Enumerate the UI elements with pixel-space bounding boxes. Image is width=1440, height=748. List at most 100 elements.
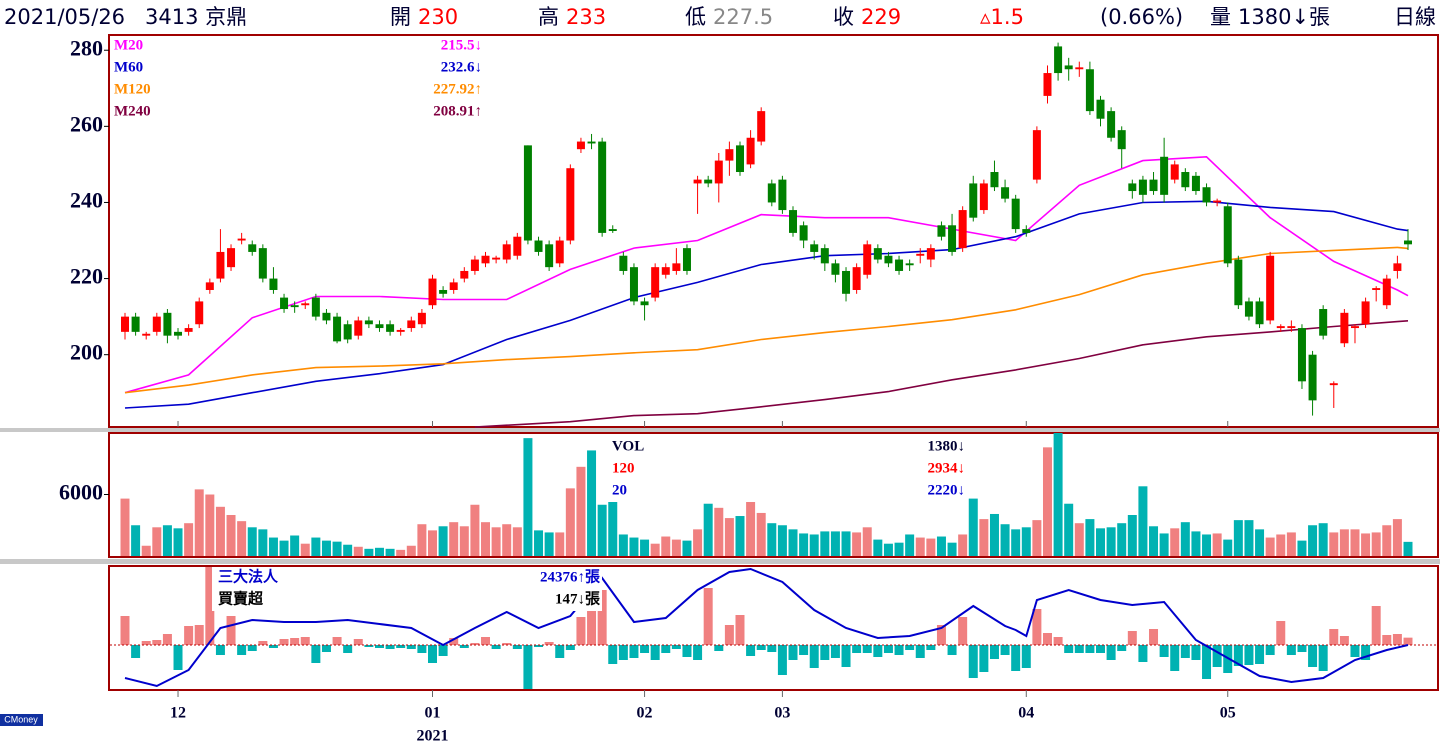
net-bar bbox=[1127, 631, 1137, 645]
y-tick-label: 240 bbox=[70, 188, 103, 213]
candle-body bbox=[375, 324, 384, 329]
candle-body bbox=[163, 312, 172, 336]
candle-body bbox=[958, 210, 967, 249]
candle-body bbox=[1096, 99, 1105, 119]
candle-body bbox=[470, 259, 479, 271]
candle-body bbox=[1404, 240, 1412, 245]
candle-body bbox=[566, 168, 575, 241]
volume-bar bbox=[438, 526, 448, 556]
volume-bar bbox=[703, 503, 713, 556]
candle-body bbox=[322, 312, 331, 321]
volume-bar bbox=[1074, 523, 1084, 556]
volume-bar bbox=[1180, 522, 1190, 556]
legend-box bbox=[110, 36, 485, 126]
net-bar bbox=[1255, 645, 1265, 664]
candle-body bbox=[969, 183, 978, 218]
volume-bar bbox=[841, 531, 851, 556]
candle-body bbox=[439, 289, 448, 294]
header-value: 1380↓張 bbox=[1238, 5, 1330, 29]
x-tick-label: 04 bbox=[1018, 705, 1034, 722]
candle-body bbox=[1372, 288, 1381, 290]
candle-body bbox=[364, 320, 373, 325]
volume-bar bbox=[1000, 524, 1010, 556]
volume-bar bbox=[714, 507, 724, 556]
volume-bar bbox=[311, 537, 321, 556]
net-bar bbox=[1191, 645, 1201, 660]
net-bar bbox=[788, 645, 798, 660]
candle-body bbox=[333, 316, 342, 342]
net-bar bbox=[332, 637, 342, 645]
volume-bar bbox=[279, 540, 289, 556]
candle-body bbox=[799, 225, 808, 241]
volume-bar bbox=[459, 526, 469, 556]
candle-body bbox=[895, 259, 904, 271]
net-bar bbox=[470, 643, 480, 645]
net-bar bbox=[1000, 645, 1010, 655]
volume-bar bbox=[1212, 533, 1222, 556]
net-bar bbox=[427, 645, 437, 663]
volume-bar bbox=[629, 537, 639, 556]
header-key: 量 bbox=[1210, 5, 1231, 29]
volume-bar bbox=[693, 529, 703, 556]
candle-body bbox=[831, 263, 840, 275]
x-tick-label: 05 bbox=[1220, 705, 1236, 722]
y-tick-label: 280 bbox=[70, 35, 103, 60]
volume-bar bbox=[1149, 526, 1159, 556]
volume-bar bbox=[682, 540, 692, 556]
net-bar bbox=[693, 645, 703, 660]
volume-bar bbox=[1339, 529, 1349, 556]
candle-body bbox=[990, 172, 999, 188]
volume-bar bbox=[671, 539, 681, 556]
candle-body bbox=[1382, 278, 1391, 306]
candle-body bbox=[746, 137, 755, 165]
candle-body bbox=[905, 263, 914, 266]
net-bar bbox=[640, 645, 650, 653]
net-bar bbox=[215, 645, 225, 655]
x-tick-label: 01 bbox=[424, 705, 440, 722]
cumulative-line bbox=[124, 567, 1409, 688]
net-bar bbox=[576, 617, 586, 645]
volume-bar bbox=[141, 545, 151, 556]
x-tick-label: 02 bbox=[637, 705, 653, 722]
y-tick-label: 220 bbox=[70, 264, 103, 289]
net-bar bbox=[1202, 645, 1212, 679]
volume-bar bbox=[406, 545, 416, 556]
candle-body bbox=[269, 278, 278, 290]
net-bar bbox=[1318, 645, 1328, 671]
net-bar bbox=[1032, 609, 1042, 645]
net-bar bbox=[629, 645, 639, 658]
date: 2021/05/26 bbox=[4, 5, 125, 29]
volume-bar bbox=[1265, 537, 1275, 556]
net-bar bbox=[873, 645, 883, 657]
volume-bar bbox=[1191, 531, 1201, 556]
volume-bar bbox=[852, 532, 862, 556]
net-bar bbox=[587, 580, 597, 645]
net-bar bbox=[1149, 629, 1159, 645]
volume-bar bbox=[756, 512, 766, 556]
net-bar bbox=[438, 645, 448, 656]
net-bar bbox=[830, 645, 840, 658]
candle-body bbox=[842, 270, 851, 294]
volume-bar bbox=[1117, 523, 1127, 556]
candle-body bbox=[1054, 46, 1063, 74]
net-bar bbox=[1053, 637, 1063, 645]
legend-value: 208.91↑ bbox=[433, 103, 482, 119]
brand: CMoney bbox=[4, 714, 38, 724]
volume-bar bbox=[449, 522, 459, 556]
candle-body bbox=[354, 320, 363, 336]
candle-body bbox=[1117, 130, 1126, 150]
net-bar bbox=[724, 625, 734, 645]
volume-bar bbox=[173, 528, 183, 556]
candle-body bbox=[810, 244, 819, 252]
net-bar bbox=[1138, 645, 1148, 662]
volume-bar bbox=[502, 524, 512, 556]
candle-body bbox=[1181, 172, 1190, 188]
net-bar bbox=[894, 645, 904, 655]
net-bar bbox=[544, 642, 554, 645]
net-bar bbox=[1350, 645, 1360, 657]
net-bar bbox=[385, 645, 395, 649]
candle-body bbox=[820, 248, 829, 264]
header-key: 開 bbox=[390, 5, 411, 29]
volume-bar bbox=[1392, 519, 1402, 556]
